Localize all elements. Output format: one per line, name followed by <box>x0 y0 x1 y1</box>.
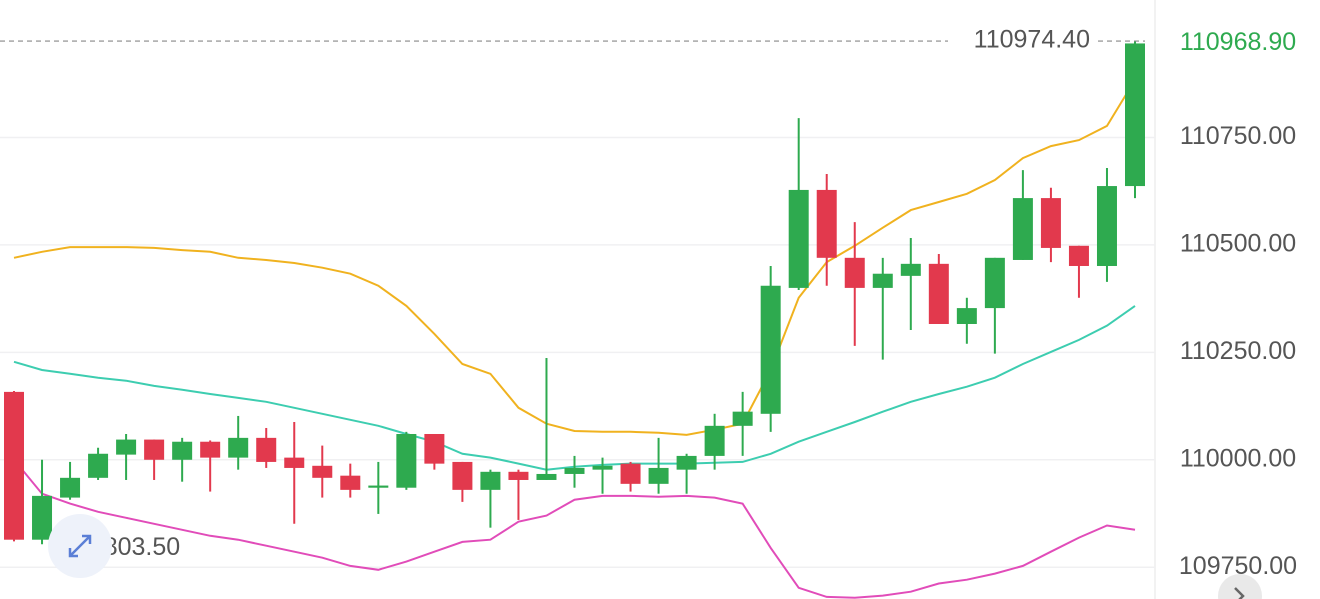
candle-body <box>872 273 893 288</box>
candle-body <box>704 425 725 456</box>
candle-body <box>424 433 445 464</box>
candle-body <box>368 485 389 488</box>
candle-body <box>228 437 249 458</box>
candle-body <box>284 457 305 468</box>
candle-body <box>564 467 585 474</box>
candle-body <box>60 477 81 498</box>
candle-body <box>1096 186 1117 266</box>
grid: 109750.00110000.00110250.00110500.001107… <box>0 122 1297 580</box>
k-button-icon <box>1234 587 1245 599</box>
candle-body <box>144 439 165 460</box>
candle-body <box>620 463 641 484</box>
y-tick-label: 110250.00 <box>1180 337 1296 365</box>
candle-body <box>732 411 753 426</box>
highest-label-bg <box>948 27 1094 56</box>
candle-body <box>648 467 669 484</box>
candle-body <box>312 465 333 478</box>
candle-body <box>760 285 781 414</box>
k-button-bg[interactable] <box>1218 574 1262 599</box>
candle-body <box>4 391 24 540</box>
candle-body <box>508 471 529 480</box>
highest-label: 110974.40 <box>974 26 1090 54</box>
candle-body <box>900 263 921 276</box>
candle-body <box>984 257 1005 309</box>
candle-body <box>816 189 837 258</box>
candle-body <box>1012 198 1033 260</box>
candle-body <box>676 455 697 470</box>
candle-body <box>1125 43 1145 187</box>
candle-body <box>200 441 221 458</box>
y-tick-label: 110500.00 <box>1180 230 1296 258</box>
candle-body <box>88 453 109 478</box>
candle-body <box>480 471 501 490</box>
candle-body <box>116 439 137 455</box>
candle-body <box>592 465 613 470</box>
last-price-bg <box>1160 27 1316 60</box>
icon-arrow <box>68 534 92 558</box>
band-line <box>13 79 1136 436</box>
candle-body <box>452 461 473 490</box>
band-line <box>13 459 1136 599</box>
candle-body <box>844 257 865 288</box>
candle-body <box>32 495 53 540</box>
candle-body <box>396 433 417 488</box>
candle-body <box>956 308 977 324</box>
y-tick-label: 110750.00 <box>1180 122 1296 150</box>
candle-body <box>1068 245 1089 266</box>
y-tick-label: 110000.00 <box>1180 444 1296 472</box>
candles <box>4 41 1145 545</box>
candle-body <box>788 189 809 288</box>
candle-body <box>256 437 277 462</box>
candle-body <box>1040 198 1061 248</box>
candle-body <box>536 473 557 480</box>
low-icon <box>48 514 112 578</box>
candle-body <box>340 475 361 490</box>
candle-body <box>928 263 949 324</box>
last-price: 110968.90 <box>1180 28 1296 56</box>
k-button[interactable] <box>1218 574 1262 599</box>
candle-body <box>172 441 193 460</box>
